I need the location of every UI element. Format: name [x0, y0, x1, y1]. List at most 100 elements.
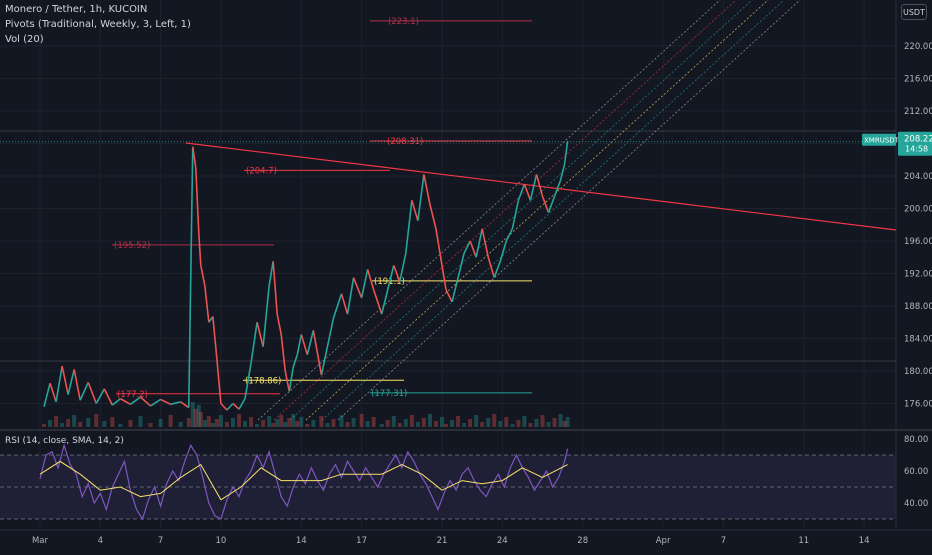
time-axis-tick: Apr	[656, 536, 671, 546]
price-segment	[280, 334, 287, 372]
volume-bar	[397, 423, 402, 427]
channel-line	[289, 0, 753, 421]
volume-bar	[148, 423, 153, 427]
time-axis-tick: Mar	[32, 536, 49, 546]
price-segment	[386, 265, 395, 290]
price-segment	[95, 388, 106, 404]
time-axis-tick: 14	[296, 536, 307, 546]
volume-bar	[138, 416, 143, 427]
rsi-line	[39, 443, 569, 521]
pivot-label: (223.1)	[388, 17, 419, 27]
volume-bar	[516, 420, 521, 427]
price-segment	[272, 261, 278, 315]
volume-bar	[498, 421, 503, 427]
volume-bar	[94, 414, 99, 427]
time-axis-tick: 4	[98, 536, 103, 546]
price-segment	[399, 253, 407, 282]
time-axis-tick: 10	[215, 536, 226, 546]
volume-bar	[198, 412, 203, 427]
price-segment	[372, 289, 383, 315]
price-tag-value: 208.22	[904, 135, 932, 145]
volume-bar	[54, 416, 59, 427]
price-segment	[49, 382, 57, 403]
price-segment	[55, 365, 63, 403]
price-segment	[300, 334, 309, 355]
price-segment	[120, 397, 131, 406]
volume-bar	[421, 418, 426, 427]
volume-bar	[255, 424, 260, 427]
volume-bar	[433, 421, 438, 427]
time-axis-tick: 7	[721, 536, 726, 546]
rsi-indicator-title[interactable]: RSI (14, close, SMA, 14, 2)	[5, 436, 124, 446]
volume-bar	[102, 421, 107, 427]
price-segment	[150, 398, 162, 407]
price-axis-tick: 184.00	[904, 335, 932, 345]
volume-bar	[415, 422, 420, 427]
price-segment	[457, 252, 465, 278]
pivots-indicator-title[interactable]: Pivots (Traditional, Weekly, 3, Left, 1)	[5, 19, 191, 30]
price-segment	[517, 183, 526, 201]
price-segment	[276, 313, 282, 335]
price-segment	[541, 196, 550, 213]
volume-indicator-title[interactable]: Vol (20)	[5, 34, 44, 45]
price-segment	[332, 293, 343, 319]
symbol-title[interactable]: Monero / Tether, 1h, KUCOIN	[5, 4, 148, 15]
volume-bar	[504, 417, 509, 427]
price-segment	[212, 316, 218, 359]
volume-bar	[48, 420, 53, 427]
volume-bar	[291, 414, 296, 427]
volume-bar	[528, 423, 533, 427]
volume-bar	[86, 418, 91, 427]
volume-bar	[480, 422, 485, 427]
price-segment	[423, 174, 431, 205]
volume-bar	[206, 416, 211, 427]
price-axis-tick: 196.00	[904, 237, 932, 247]
volume-bar	[279, 415, 284, 427]
volume-bar	[230, 418, 235, 427]
price-segment	[547, 196, 556, 213]
price-tag	[898, 131, 932, 156]
volume-bar	[271, 423, 276, 427]
price-segment	[306, 330, 315, 355]
volume-bar	[474, 415, 479, 427]
volume-bar	[403, 419, 408, 427]
price-segment	[43, 382, 51, 407]
volume-bar	[379, 424, 384, 427]
symbol-tag	[862, 133, 896, 146]
price-tag-countdown: 14:58	[905, 145, 928, 154]
price-segment	[366, 269, 375, 290]
price-axis-tick: 176.00	[904, 400, 932, 410]
volume-bar	[243, 421, 248, 427]
price-segment	[441, 265, 447, 290]
price-segment	[111, 398, 121, 406]
price-segment	[160, 398, 171, 406]
currency-button[interactable]: USDT	[901, 4, 927, 20]
volume-bar	[299, 417, 304, 427]
volume-bar	[78, 422, 83, 427]
price-segment	[292, 354, 299, 368]
time-axis-tick: 11	[798, 536, 809, 546]
price-segment	[226, 402, 234, 411]
volume-bar	[60, 423, 65, 427]
price-axis-tick: 216.00	[904, 75, 932, 85]
price-segment	[463, 240, 471, 254]
volume-bar	[510, 424, 515, 427]
price-segment	[380, 289, 389, 315]
volume-bar	[562, 421, 567, 427]
price-segment	[61, 365, 69, 395]
price-segment	[475, 228, 483, 258]
price-segment	[238, 398, 246, 410]
pivot-label: (204.7)	[246, 166, 277, 176]
time-axis-tick: 28	[577, 536, 588, 546]
volume-bar	[311, 420, 316, 427]
channel-line	[321, 0, 785, 421]
volume-bar	[210, 423, 215, 427]
price-segment	[469, 240, 477, 258]
volume-bar	[540, 415, 545, 427]
volume-bar	[325, 423, 330, 427]
price-segment	[194, 167, 200, 233]
price-axis-tick: 180.00	[904, 367, 932, 377]
price-segment	[352, 277, 363, 299]
